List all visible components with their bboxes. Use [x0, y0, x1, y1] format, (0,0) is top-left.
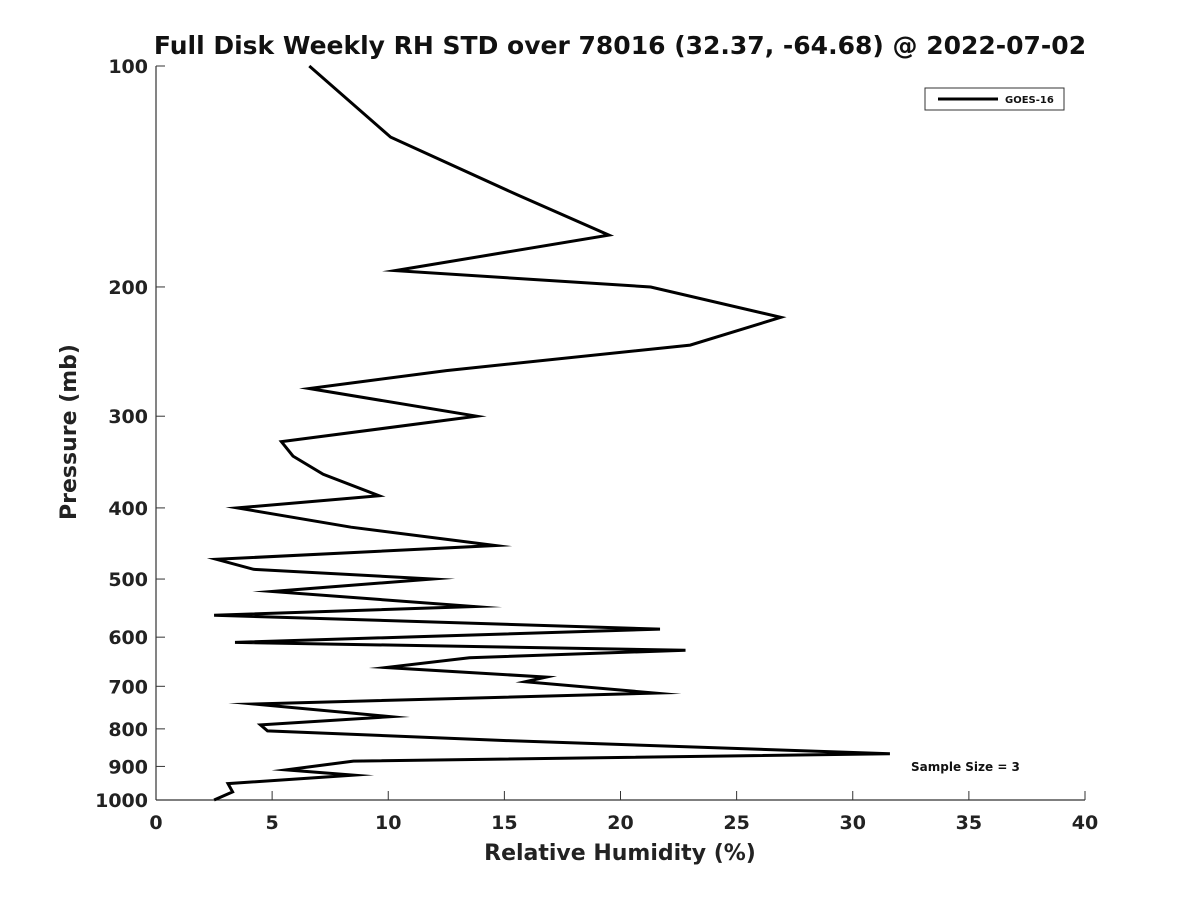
y-tick-label: 700 — [108, 676, 148, 698]
x-tick-label: 15 — [491, 812, 517, 834]
y-tick-label: 500 — [108, 569, 148, 591]
y-tick-label: 600 — [108, 627, 148, 649]
x-tick-label: 40 — [1072, 812, 1098, 834]
x-tick-label: 0 — [149, 812, 162, 834]
x-tick-label: 10 — [375, 812, 401, 834]
series-line-goes-16 — [206, 64, 890, 802]
x-axis-label: Relative Humidity (%) — [484, 841, 756, 866]
y-tick-label: 800 — [108, 719, 148, 741]
chart-title: Full Disk Weekly RH STD over 78016 (32.3… — [154, 31, 1086, 60]
y-tick-label: 900 — [108, 756, 148, 778]
y-tick-label: 200 — [108, 277, 148, 299]
y-tick-label: 400 — [108, 498, 148, 520]
axis-ticks: 0 5 10 15 20 25 30 35 40 100 200 300 400 500 600 700 800… — [95, 56, 1098, 834]
legend: GOES-16 — [924, 87, 1065, 111]
x-tick-label: 20 — [607, 812, 633, 834]
x-tick-label: 30 — [840, 812, 866, 834]
x-tick-label: 25 — [723, 812, 749, 834]
sample-size-annotation: Sample Size = 3 — [911, 760, 1020, 774]
y-tick-label: 100 — [108, 56, 148, 78]
y-tick-label: 1000 — [95, 790, 148, 812]
x-tick-label: 35 — [956, 812, 982, 834]
legend-label-goes-16: GOES-16 — [1005, 95, 1054, 106]
y-axis-label: Pressure (mb) — [57, 344, 82, 520]
x-tick-label: 5 — [266, 812, 279, 834]
series-layer — [206, 64, 890, 802]
y-tick-label: 300 — [108, 406, 148, 428]
